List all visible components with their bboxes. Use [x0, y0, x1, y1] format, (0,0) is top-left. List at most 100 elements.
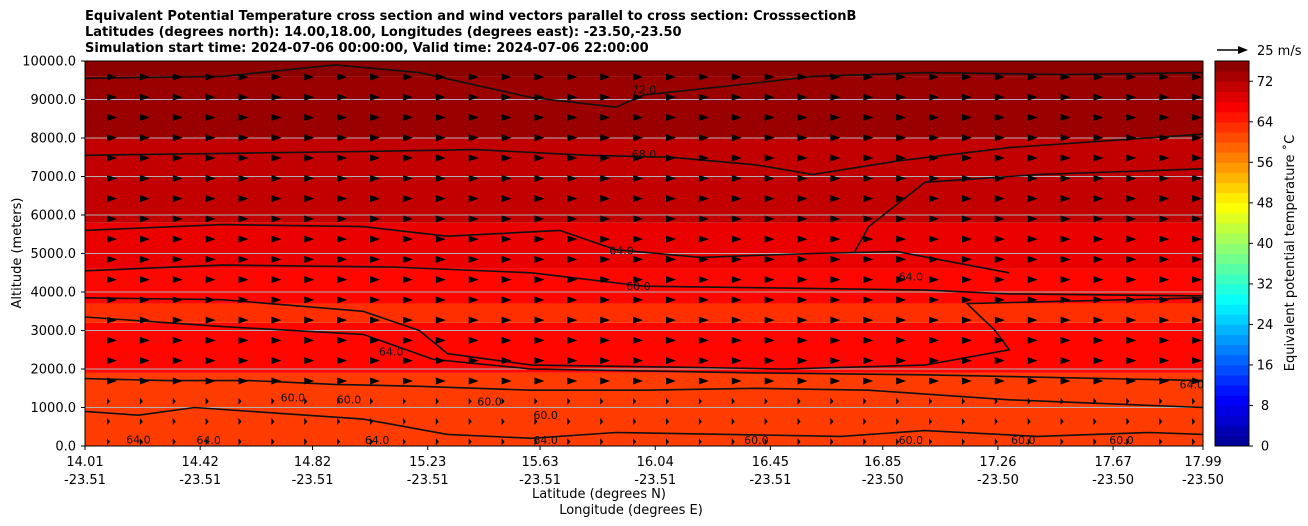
wind-vector — [698, 336, 709, 344]
colorbar-segment — [1215, 435, 1249, 447]
wind-vector — [139, 235, 150, 243]
wind-vector — [961, 215, 972, 223]
wind-vector — [1027, 73, 1038, 81]
wind-vector — [534, 235, 545, 243]
wind-vector — [501, 377, 512, 385]
wind-vector — [764, 235, 775, 243]
wind-vector — [994, 154, 1005, 162]
wind-vector — [797, 377, 808, 385]
x-tick-label-lat: 14.01 — [66, 455, 103, 470]
wind-vector — [863, 377, 874, 385]
wind-vector — [567, 174, 578, 182]
wind-vector — [402, 134, 413, 142]
wind-vector — [534, 134, 545, 142]
wind-vector — [731, 377, 742, 385]
wind-vector — [468, 235, 479, 243]
wind-vector — [994, 235, 1005, 243]
wind-vector — [633, 114, 644, 122]
wind-vector — [698, 154, 709, 162]
wind-vector — [501, 215, 512, 223]
wind-vector — [1126, 438, 1130, 446]
wind-vector — [337, 316, 348, 324]
wind-vector — [863, 154, 874, 162]
wind-vector — [304, 357, 315, 365]
colorbar-segment — [1215, 212, 1249, 224]
wind-vector — [567, 377, 578, 385]
wind-vector — [271, 114, 282, 122]
wind-vector — [1027, 235, 1038, 243]
wind-vector — [1060, 438, 1064, 446]
wind-vector — [205, 235, 216, 243]
wind-vector — [797, 336, 808, 344]
colorbar-tick-label: 8 — [1261, 399, 1269, 414]
wind-vector — [337, 174, 348, 182]
wind-vector — [1060, 377, 1071, 385]
wind-vector — [370, 296, 381, 304]
wind-vector — [1060, 215, 1071, 223]
wind-vector — [435, 154, 446, 162]
wind-vector — [698, 377, 709, 385]
wind-vector — [337, 255, 348, 263]
wind-vector — [271, 377, 282, 385]
contour-label-8: 64.0 — [126, 434, 151, 447]
wind-vector — [271, 397, 275, 405]
wind-vector — [863, 195, 874, 203]
wind-vector — [271, 336, 282, 344]
wind-vector — [1126, 215, 1137, 223]
wind-vector — [1192, 397, 1196, 405]
wind-vector — [501, 174, 512, 182]
wind-vector — [534, 296, 545, 304]
wind-vector — [304, 195, 315, 203]
wind-vector — [1027, 276, 1038, 284]
wind-vector — [435, 134, 446, 142]
contour-label-extra-3: 64.0 — [1180, 378, 1205, 391]
wind-vector — [698, 438, 702, 446]
wind-vector — [1093, 215, 1104, 223]
wind-vector — [994, 377, 1005, 385]
wind-vector — [633, 357, 644, 365]
y-tick-label: 4000.0 — [31, 286, 77, 301]
colorbar-segment — [1215, 243, 1249, 254]
wind-vector — [1192, 154, 1203, 162]
wind-vector — [666, 377, 676, 385]
wind-vector — [1159, 195, 1170, 203]
wind-vector — [172, 397, 176, 405]
wind-vector — [468, 397, 472, 405]
wind-vector — [797, 174, 808, 182]
wind-vector — [1159, 316, 1170, 324]
wind-vector — [107, 357, 117, 365]
wind-vector — [1060, 336, 1071, 344]
x-tick-label-lon: -23.51 — [64, 473, 106, 488]
wind-vector — [1027, 195, 1038, 203]
wind-vector — [698, 357, 709, 365]
wind-vector — [698, 195, 709, 203]
chart-title-line-2: Latitudes (degrees north): 14.00,18.00, … — [85, 25, 682, 40]
y-tick-label: 1000.0 — [31, 401, 77, 416]
contour-label-extra-0: 64.0 — [196, 434, 221, 447]
wind-vector — [863, 73, 874, 81]
wind-vector — [534, 174, 545, 182]
wind-vector — [534, 417, 538, 425]
wind-vector — [468, 336, 479, 344]
colorbar-segment — [1215, 71, 1249, 82]
colorbar-segment — [1215, 273, 1249, 285]
wind-vector — [139, 154, 150, 162]
wind-vector — [107, 276, 117, 284]
theta-e-field — [85, 61, 1203, 446]
wind-vector — [600, 114, 611, 122]
wind-vector — [139, 276, 150, 284]
wind-vector — [961, 336, 972, 344]
wind-vector — [764, 316, 775, 324]
chart-title-line-1: Equivalent Potential Temperature cross s… — [85, 9, 857, 24]
x-axis: 14.01 -23.51 14.42 -23.51 14.82 -23.51 15.23 -2… — [64, 446, 1224, 488]
wind-vector — [1027, 438, 1031, 446]
wind-vector — [534, 357, 545, 365]
wind-vector — [896, 276, 907, 284]
wind-vector — [172, 357, 183, 365]
wind-vector — [304, 174, 315, 182]
wind-vector — [896, 417, 900, 425]
chart-title-line-3: Simulation start time: 2024-07-06 00:00:… — [85, 41, 649, 56]
wind-vector — [139, 316, 150, 324]
wind-vector — [107, 154, 117, 162]
colorbar-segment — [1215, 385, 1249, 396]
